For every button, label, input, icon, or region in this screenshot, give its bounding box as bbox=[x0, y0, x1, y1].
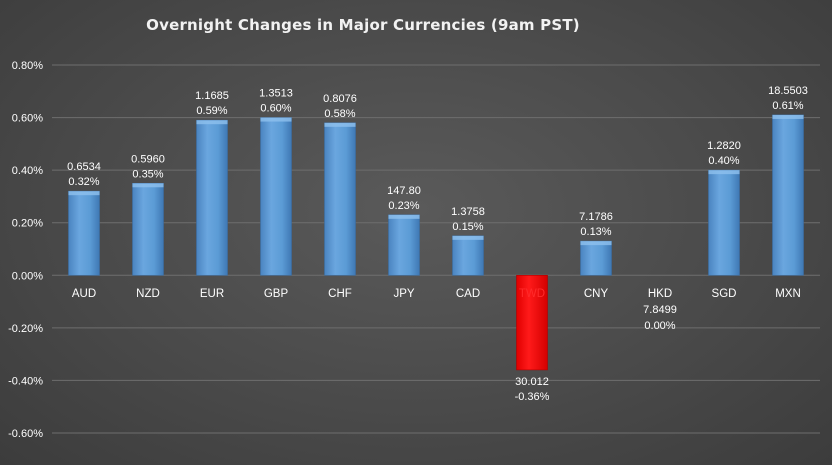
y-tick-label: 0.60% bbox=[12, 113, 43, 125]
rate-label: 7.8499 bbox=[643, 304, 677, 316]
rate-label: 0.8076 bbox=[323, 93, 357, 105]
y-tick-label: -0.40% bbox=[8, 375, 43, 387]
bar-highlight bbox=[708, 170, 740, 175]
category-label-nzd: NZD bbox=[136, 288, 160, 300]
bar-cny bbox=[580, 240, 612, 276]
rate-label: 1.3758 bbox=[451, 206, 485, 218]
bar-mxn bbox=[772, 114, 804, 276]
bar-sgd bbox=[708, 169, 740, 276]
bar-highlight bbox=[132, 183, 164, 188]
percent-label: 0.59% bbox=[196, 105, 227, 117]
category-label-hkd: HKD bbox=[648, 288, 672, 300]
rate-label: 1.1685 bbox=[195, 90, 229, 102]
gridlines bbox=[52, 64, 820, 434]
category-label-jpy: JPY bbox=[393, 288, 414, 300]
bar-highlight bbox=[324, 122, 356, 127]
category-label-sgd: SGD bbox=[712, 288, 737, 300]
bars bbox=[68, 114, 804, 371]
category-label-eur: EUR bbox=[200, 288, 224, 300]
percent-label: 0.58% bbox=[324, 108, 355, 120]
bar-twd bbox=[516, 274, 548, 371]
bar-chf bbox=[324, 122, 356, 276]
bar-eur bbox=[196, 119, 228, 276]
category-label-gbp: GBP bbox=[264, 288, 289, 300]
category-labels: AUD NZD EUR GBP CHF JPY CAD TWD CNY HKD SGD MXN bbox=[72, 288, 801, 300]
rate-label: 1.2820 bbox=[707, 140, 741, 152]
y-tick-label: 0.80% bbox=[12, 60, 43, 72]
bar-jpy bbox=[388, 214, 420, 276]
percent-label: 0.15% bbox=[452, 221, 483, 233]
bar-aud bbox=[68, 190, 100, 276]
category-label-twd: TWD bbox=[519, 288, 545, 300]
bar-highlight bbox=[580, 241, 612, 246]
percent-label: -0.36% bbox=[515, 391, 550, 403]
bar-highlight bbox=[260, 117, 292, 122]
chart-title: Overnight Changes in Major Currencies (9… bbox=[146, 16, 580, 34]
rate-label: 1.3513 bbox=[259, 88, 293, 100]
bar-highlight bbox=[452, 235, 484, 240]
category-label-chf: CHF bbox=[328, 288, 352, 300]
rate-label: 0.6534 bbox=[67, 161, 101, 173]
percent-label: 0.60% bbox=[260, 103, 291, 115]
rate-label: 30.012 bbox=[515, 376, 549, 388]
percent-label: 0.00% bbox=[644, 320, 675, 332]
bar-highlight bbox=[68, 191, 100, 196]
rate-label: 147.80 bbox=[387, 185, 421, 197]
bar-gbp bbox=[260, 117, 292, 276]
bar-highlight bbox=[772, 114, 804, 119]
y-tick-label: 0.20% bbox=[12, 218, 43, 230]
percent-label: 0.35% bbox=[132, 168, 163, 180]
y-tick-label: 0.00% bbox=[12, 270, 43, 282]
rate-label: 7.1786 bbox=[579, 211, 613, 223]
category-label-aud: AUD bbox=[72, 288, 96, 300]
bar-cad bbox=[452, 235, 484, 276]
percent-label: 0.32% bbox=[68, 176, 99, 188]
bar-nzd bbox=[132, 182, 164, 276]
y-axis-ticks: 0.80% 0.60% 0.40% 0.20% 0.00% -0.20% -0.40% -0.… bbox=[8, 60, 43, 440]
bar-highlight bbox=[388, 214, 420, 219]
category-label-cad: CAD bbox=[456, 288, 480, 300]
category-label-mxn: MXN bbox=[775, 288, 801, 300]
percent-label: 0.40% bbox=[708, 155, 739, 167]
percent-label: 0.13% bbox=[580, 226, 611, 238]
data-labels: 0.6534 0.32% 0.5960 0.35% 1.1685 0.59% 1.3513 0… bbox=[67, 85, 808, 403]
y-tick-label: -0.20% bbox=[8, 323, 43, 335]
rate-label: 18.5503 bbox=[768, 85, 808, 97]
percent-label: 0.23% bbox=[388, 200, 419, 212]
y-tick-label: -0.60% bbox=[8, 428, 43, 440]
y-tick-label: 0.40% bbox=[12, 165, 43, 177]
rate-label: 0.5960 bbox=[131, 153, 165, 165]
category-label-cny: CNY bbox=[584, 288, 609, 300]
percent-label: 0.61% bbox=[772, 100, 803, 112]
bar-highlight bbox=[196, 120, 228, 125]
